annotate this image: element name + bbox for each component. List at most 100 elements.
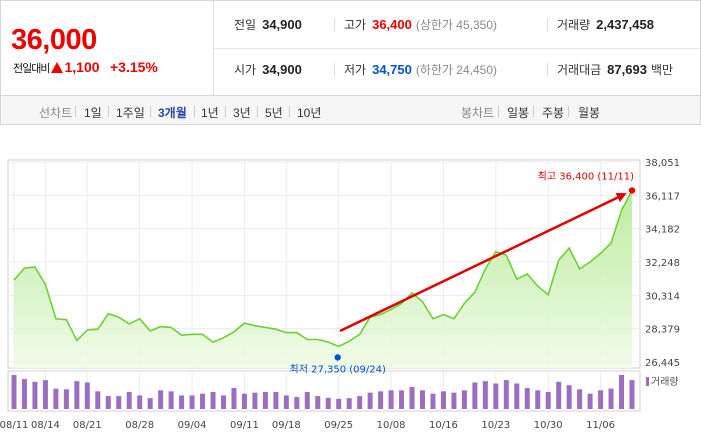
divider	[257, 106, 258, 117]
volume-bar	[220, 395, 226, 409]
period-5y[interactable]: 5년	[265, 106, 283, 120]
quote-panel: 36,000 전일대비 1,100 +3.15% 전일 34,900 고가 36,40…	[0, 0, 701, 96]
volume-bar	[42, 380, 48, 409]
volume-legend-swatch	[646, 377, 649, 386]
divider	[334, 18, 335, 31]
divider	[533, 106, 534, 117]
volume-bar	[273, 392, 279, 409]
volume-bar	[388, 390, 394, 409]
divider	[334, 63, 335, 76]
volume-bar	[304, 392, 310, 409]
volume-bar	[315, 396, 321, 409]
volume-bar	[420, 390, 426, 409]
volume-bar	[63, 389, 69, 409]
low-label: 저가	[344, 63, 367, 77]
prev-close-cell: 전일 34,900	[234, 16, 302, 33]
volume-bar	[608, 388, 614, 409]
x-tick-label: 10/08	[377, 420, 406, 431]
volume-cell: 거래량 2,437,458	[557, 16, 654, 33]
candle-daily[interactable]: 일봉	[507, 106, 530, 120]
volume-bar	[11, 375, 17, 409]
divider	[108, 106, 109, 117]
volume-bar	[158, 390, 164, 409]
x-tick-label: 09/11	[230, 420, 259, 431]
low-value: 34,750	[372, 62, 412, 77]
volume-legend: 거래량	[651, 376, 679, 388]
x-tick-label: 10/23	[481, 420, 510, 431]
amount-label: 거래대금	[557, 63, 602, 77]
candle-weekly[interactable]: 주봉	[542, 106, 565, 120]
volume-bar	[200, 393, 206, 409]
volume-bar	[262, 392, 268, 409]
volume-bar	[566, 385, 572, 409]
volume-bar	[252, 392, 258, 409]
y-tick-label: 28,379	[645, 325, 680, 336]
candle-chart-label: 봉차트	[461, 106, 495, 120]
volume-frame	[7, 370, 641, 412]
period-bar: 선차트 1일 1주일 3개월 1년 3년 5년 10년 봉차트 일봉 주봉 월봉	[0, 95, 701, 125]
open-label: 시가	[234, 63, 257, 77]
candle-monthly[interactable]: 월봉	[578, 106, 601, 120]
volume-bar	[241, 393, 247, 409]
volume-bar	[179, 395, 185, 409]
volume-bar	[336, 398, 342, 409]
divider	[75, 106, 76, 117]
y-tick-label: 32,248	[645, 258, 680, 269]
volume-bar	[598, 390, 604, 409]
period-3y[interactable]: 3년	[233, 106, 251, 120]
divider	[498, 106, 499, 117]
volume-bar	[556, 381, 562, 409]
volume-bar	[430, 393, 436, 409]
price-line	[13, 190, 633, 348]
x-tick-label: 09/25	[324, 420, 353, 431]
high-cell: 고가 36,400 (상한가 45,350)	[344, 16, 497, 33]
period-1y[interactable]: 1년	[201, 106, 219, 120]
x-tick-label: 11/06	[586, 420, 615, 431]
period-10y[interactable]: 10년	[297, 106, 322, 120]
volume-bar	[53, 388, 59, 409]
current-price: 36,000	[11, 24, 97, 56]
volume-bar	[105, 396, 111, 409]
volume-bar	[32, 381, 38, 409]
volume-bar	[472, 382, 478, 409]
volume-bar	[189, 395, 195, 409]
x-tick-label: 10/30	[534, 420, 563, 431]
low-point	[334, 354, 341, 361]
low-cell: 저가 34,750 (하한가 24,450)	[344, 61, 497, 78]
change-percent: +3.15%	[109, 59, 158, 75]
volume-bar	[367, 392, 373, 409]
high-point	[628, 187, 636, 194]
volume-bar	[619, 375, 625, 409]
x-tick-label: 08/28	[125, 420, 154, 431]
upper-limit: (상한가 45,350)	[415, 18, 498, 32]
volume-bar	[294, 397, 300, 409]
volume-label: 거래량	[557, 18, 591, 32]
volume-bar	[545, 392, 551, 409]
prev-close-value: 34,900	[262, 17, 302, 32]
prev-close-label: 전일	[234, 18, 257, 32]
high-annotation: 최고 36,400 (11/11)	[538, 170, 634, 182]
volume-bar	[577, 389, 583, 409]
volume-bar	[231, 387, 237, 409]
volume-bar	[21, 379, 27, 409]
divider	[568, 106, 569, 117]
volume-bar	[283, 395, 289, 409]
volume-bar	[147, 398, 153, 409]
x-tick-label: 08/14	[31, 420, 60, 431]
period-1d[interactable]: 1일	[84, 106, 102, 120]
amount-cell: 거래대금 87,693 백만	[557, 61, 673, 78]
divider	[150, 106, 151, 117]
x-tick-label: 10/16	[429, 420, 458, 431]
y-tick-label: 38,051	[645, 158, 680, 169]
volume-bar	[126, 392, 132, 409]
volume-bar	[461, 390, 467, 409]
y-tick-label: 36,117	[645, 191, 680, 202]
volume-bar	[84, 382, 90, 409]
price-chart: 거래량 38,051 36,117 34,182 32,248 30,314 28,379…	[0, 158, 680, 431]
period-1w[interactable]: 1주일	[116, 106, 145, 120]
volume-bar	[451, 392, 457, 409]
change-label: 전일대비	[13, 62, 50, 75]
x-tick-label: 08/21	[73, 420, 102, 431]
period-3m[interactable]: 3개월	[158, 106, 187, 120]
volume-bar	[357, 396, 363, 409]
